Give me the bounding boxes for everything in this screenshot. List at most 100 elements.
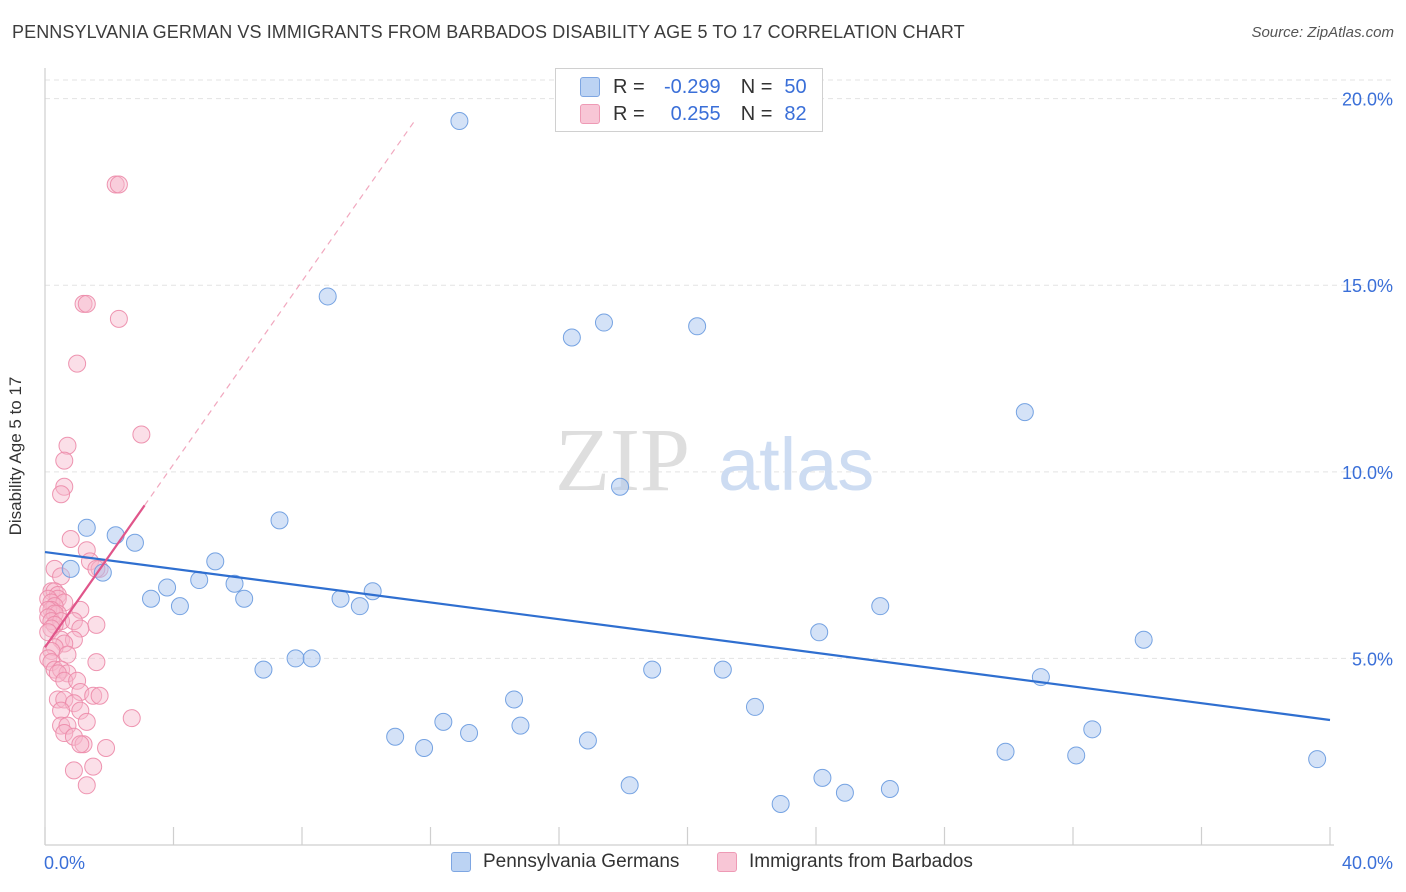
- pa-german-point: [77, 518, 96, 537]
- pa-german-point: [460, 724, 479, 743]
- pa-german-point: [1134, 630, 1153, 649]
- pa-german-point: [871, 597, 890, 616]
- pa-german-point: [235, 589, 254, 608]
- y-axis-label: Disability Age 5 to 17: [6, 376, 25, 536]
- pa-german-point: [106, 526, 125, 545]
- barbados-point: [55, 671, 74, 690]
- blue-swatch: [451, 852, 471, 872]
- r-value: 0.255: [670, 102, 721, 125]
- pa-german-point: [142, 589, 161, 608]
- x-tick-label: 0.0%: [44, 853, 85, 873]
- barbados-trend-extension: [144, 120, 415, 506]
- pa-german-point: [771, 794, 790, 813]
- barbados-point: [77, 294, 96, 313]
- barbados-point: [71, 701, 90, 720]
- r-label: R =: [613, 102, 645, 125]
- pa-german-point: [996, 742, 1015, 761]
- legend-label: Pennsylvania Germans: [483, 851, 680, 872]
- barbados-point: [48, 664, 67, 683]
- legend-item-barbados: Immigrants from Barbados: [717, 851, 973, 873]
- pa-german-point: [1015, 403, 1034, 422]
- pa-german-point: [318, 287, 337, 306]
- barbados-point: [132, 425, 151, 444]
- barbados-point: [84, 686, 103, 705]
- barbados-point: [71, 619, 90, 638]
- pink-swatch: [717, 852, 737, 872]
- barbados-point: [48, 585, 67, 604]
- barbados-point: [77, 712, 96, 731]
- grid-lines: [45, 79, 1395, 659]
- pa-german-point: [363, 582, 382, 601]
- pa-german-trend-line: [44, 550, 1331, 722]
- pa-german-point: [206, 552, 225, 571]
- trend-lines: [44, 120, 1331, 722]
- pa-german-point: [643, 660, 662, 679]
- legend-label: Immigrants from Barbados: [749, 851, 973, 872]
- pa-german-point: [511, 716, 530, 735]
- barbados-point: [64, 761, 83, 780]
- barbados-point: [68, 671, 87, 690]
- barbados-point: [58, 436, 77, 455]
- barbados-point: [71, 735, 90, 754]
- watermark-atlas: atlas: [718, 423, 874, 506]
- pa-german-point: [450, 112, 469, 131]
- pa-german-point: [810, 623, 829, 642]
- pa-german-point: [745, 697, 764, 716]
- barbados-point: [64, 630, 83, 649]
- barbados-point: [68, 354, 87, 373]
- axes: [44, 68, 1334, 846]
- barbados-point: [87, 653, 106, 672]
- legend-row-barbados: R = 0.255 N = 82: [580, 101, 807, 127]
- barbados-point: [77, 541, 96, 560]
- correlation-legend: R = -0.299 N = 50 R = 0.255 N = 82: [555, 68, 823, 132]
- barbados-point: [122, 709, 141, 728]
- pa-german-point: [331, 589, 350, 608]
- pa-german-point: [688, 317, 707, 336]
- pa-german-point: [505, 690, 524, 709]
- pa-german-point: [594, 313, 613, 332]
- pa-german-point: [611, 477, 630, 496]
- n-value: 50: [784, 75, 807, 98]
- source-label: Source: ZipAtlas.com: [1251, 24, 1394, 41]
- series-legend: Pennsylvania Germans Immigrants from Bar…: [0, 851, 1406, 877]
- barbados-point: [64, 612, 83, 631]
- pa-german-point: [835, 783, 854, 802]
- pa-german-point: [125, 533, 144, 552]
- pa-german-point: [880, 780, 899, 799]
- barbados-point: [52, 701, 71, 720]
- chart-title: PENNSYLVANIA GERMAN VS IMMIGRANTS FROM B…: [12, 22, 965, 42]
- pa-german-point: [620, 776, 639, 795]
- barbados-point: [109, 175, 128, 194]
- barbados-point: [109, 309, 128, 328]
- n-value: 82: [784, 102, 807, 125]
- barbados-point: [55, 451, 74, 470]
- y-tick-label: 10.0%: [1342, 463, 1393, 483]
- barbados-point: [87, 615, 106, 634]
- pa-german-point: [813, 768, 832, 787]
- legend-item-pa-german: Pennsylvania Germans: [451, 851, 679, 873]
- pa-german-point: [562, 328, 581, 347]
- barbados-point: [77, 776, 96, 795]
- tick-labels: 5.0% 10.0% 15.0% 20.0% 0.0% 40.0%: [44, 90, 1393, 873]
- pa-german-point: [578, 731, 597, 750]
- y-tick-label: 20.0%: [1342, 90, 1393, 110]
- barbados-point: [97, 738, 116, 757]
- pa-german-point: [350, 597, 369, 616]
- barbados-point: [61, 530, 80, 548]
- y-tick-label: 15.0%: [1342, 276, 1393, 296]
- barbados-point: [84, 757, 103, 776]
- barbados-point: [55, 690, 74, 709]
- pa-german-point: [713, 660, 732, 679]
- pa-german-point: [1067, 746, 1086, 765]
- pa-german-point: [225, 574, 244, 593]
- legend-row-pa-german: R = -0.299 N = 50: [580, 74, 807, 100]
- pa-german-points: [61, 112, 1327, 813]
- barbados-points: [39, 175, 151, 795]
- pa-german-point: [434, 712, 453, 731]
- pink-swatch: [580, 104, 600, 124]
- n-label: N =: [740, 102, 773, 125]
- pa-german-point: [1083, 720, 1102, 739]
- barbados-point: [58, 645, 77, 664]
- pa-german-point: [1308, 750, 1327, 769]
